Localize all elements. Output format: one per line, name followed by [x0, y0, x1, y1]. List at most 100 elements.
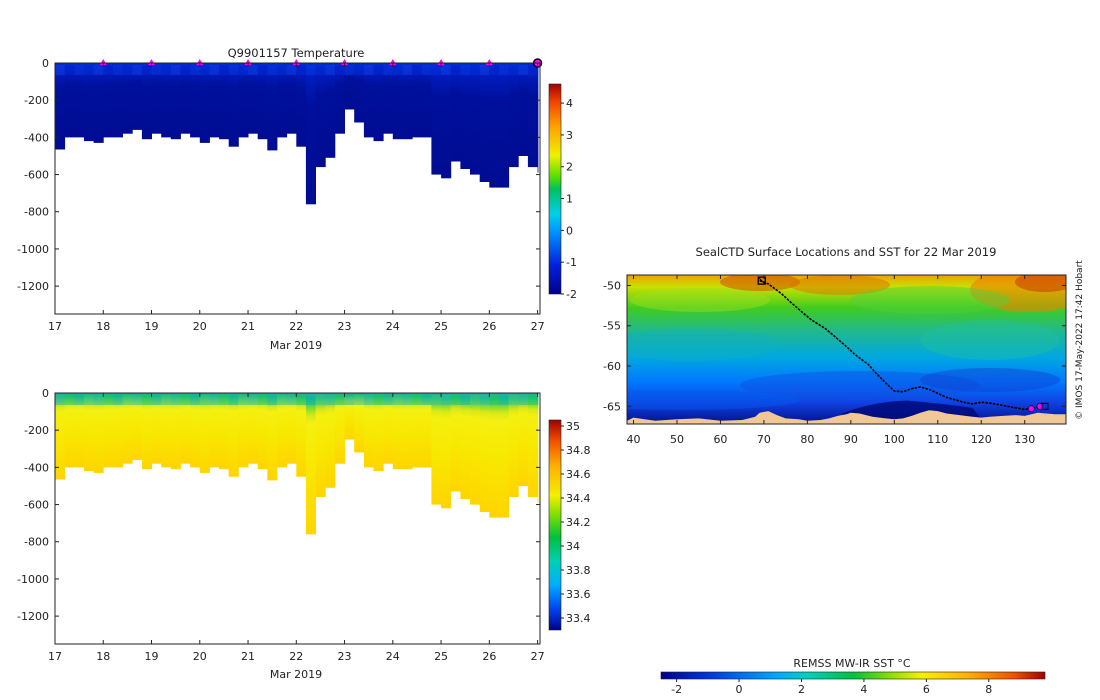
profile-column: [132, 63, 143, 130]
profile-column: [93, 63, 104, 143]
x-tick-label: 26: [482, 650, 496, 663]
y-tick-label: -1200: [17, 610, 49, 623]
profile-surface-layer: [315, 65, 326, 75]
x-tick-label: 18: [96, 650, 110, 663]
profile-column: [479, 63, 490, 182]
profile-column: [305, 63, 316, 205]
profile-surface-layer: [527, 395, 538, 405]
x-tick-label: 26: [482, 320, 496, 333]
colorbar-tick-label: 33.6: [566, 588, 591, 601]
map-panel: SealCTD Surface Locations and SST for 22…: [603, 245, 1085, 446]
profile-surface-layer: [441, 395, 452, 405]
profile-column: [421, 63, 432, 138]
profile-column: [199, 63, 210, 143]
profile-column: [450, 393, 461, 492]
profile-column: [161, 63, 172, 138]
x-tick-label: 21: [241, 650, 255, 663]
profile-column: [412, 393, 423, 468]
sst-colorbar-ticks: -2 0 2 4 6 8: [671, 679, 992, 696]
sst-patch: [627, 390, 800, 410]
profile-column: [132, 393, 143, 460]
sst-patch: [627, 329, 780, 361]
profile-surface-layer: [199, 65, 210, 75]
colorbar-tick-label: 1: [566, 193, 573, 206]
x-tick-label: 22: [289, 650, 303, 663]
temperature-title: Q9901157 Temperature: [228, 46, 365, 60]
profile-column: [305, 393, 316, 535]
colorbar-tick-label: 3: [566, 129, 573, 142]
profile-column: [373, 63, 384, 142]
salinity-heatmap: [55, 393, 539, 535]
map-y-tick-label: -55: [603, 320, 621, 333]
profile-column: [402, 63, 413, 140]
profile-surface-layer: [103, 395, 114, 405]
profile-surface-layer: [363, 65, 374, 75]
x-tick-label: 25: [434, 650, 448, 663]
profile-column: [325, 393, 336, 488]
profile-column: [141, 393, 152, 470]
profile-column: [219, 63, 230, 140]
profile-column: [55, 63, 66, 150]
sst-colorbar-tick-label: -2: [671, 683, 682, 696]
profile-column: [441, 63, 452, 179]
x-tick-label: 27: [531, 650, 545, 663]
sst-colorbar-label: REMSS MW-IR SST °C: [793, 657, 911, 670]
profile-column: [151, 63, 162, 134]
x-tick-label: 17: [48, 650, 62, 663]
profile-column: [392, 393, 403, 470]
profile-surface-layer: [170, 65, 181, 75]
profile-column: [286, 63, 297, 134]
profile-surface-layer: [334, 395, 345, 405]
profile-surface-layer: [441, 65, 452, 75]
profile-surface-layer: [122, 65, 133, 75]
y-tick-label: -1000: [17, 243, 49, 256]
y-tick-label: -1000: [17, 573, 49, 586]
profile-column: [296, 63, 307, 147]
x-tick-label: 23: [338, 320, 352, 333]
map-axes-frame: [626, 274, 1067, 425]
salinity-colorbar: [548, 419, 562, 631]
x-tick-label: 24: [386, 320, 400, 333]
x-tick-label: 24: [386, 650, 400, 663]
colorbar-tick-label: 34.4: [566, 492, 591, 505]
profile-column: [199, 393, 210, 473]
profile-surface-layer: [112, 65, 123, 75]
sst-colorbar-tick-label: 2: [798, 683, 805, 696]
profile-column: [64, 63, 75, 138]
profile-surface-layer: [412, 65, 423, 75]
profile-column: [122, 63, 133, 134]
map-x-tick-label: 40: [627, 433, 641, 446]
profile-surface-layer: [93, 395, 104, 405]
profile-column: [412, 63, 423, 138]
profile-column: [499, 63, 510, 188]
profile-column: [334, 63, 345, 134]
profile-surface-layer: [296, 395, 307, 405]
colorbar-tick-label: 4: [566, 97, 573, 110]
salinity-panel: 17 18 19 20 21 22 23 24 25 26 27 0 -200 -400 -600 -800…: [17, 387, 590, 681]
profile-column: [537, 63, 539, 173]
profile-surface-layer: [55, 65, 66, 75]
profile-surface-layer: [209, 395, 220, 405]
y-tick-label: -1200: [17, 280, 49, 293]
profile-surface-layer: [537, 65, 539, 75]
profile-surface-layer: [190, 395, 201, 405]
profile-surface-layer: [450, 395, 461, 405]
profile-surface-layer: [238, 395, 249, 405]
profile-column: [325, 63, 336, 158]
profile-column: [499, 393, 510, 518]
profile-surface-layer: [228, 395, 239, 405]
x-tick-label: 27: [531, 320, 545, 333]
profile-surface-layer: [363, 395, 374, 405]
colorbar-tick-label: 35: [566, 420, 580, 433]
profile-surface-layer: [460, 395, 471, 405]
profile-column: [238, 393, 249, 468]
profile-surface-layer: [228, 65, 239, 75]
colorbar-tick-label: 33.8: [566, 564, 591, 577]
profile-surface-layer: [219, 65, 230, 75]
y-tick-label: -800: [24, 206, 49, 219]
x-tick-label: 25: [434, 320, 448, 333]
salinity-x-label: Mar 2019: [270, 668, 322, 681]
profile-column: [508, 63, 519, 168]
profile-surface-layer: [373, 395, 384, 405]
colorbar-tick-label: 34: [566, 540, 580, 553]
